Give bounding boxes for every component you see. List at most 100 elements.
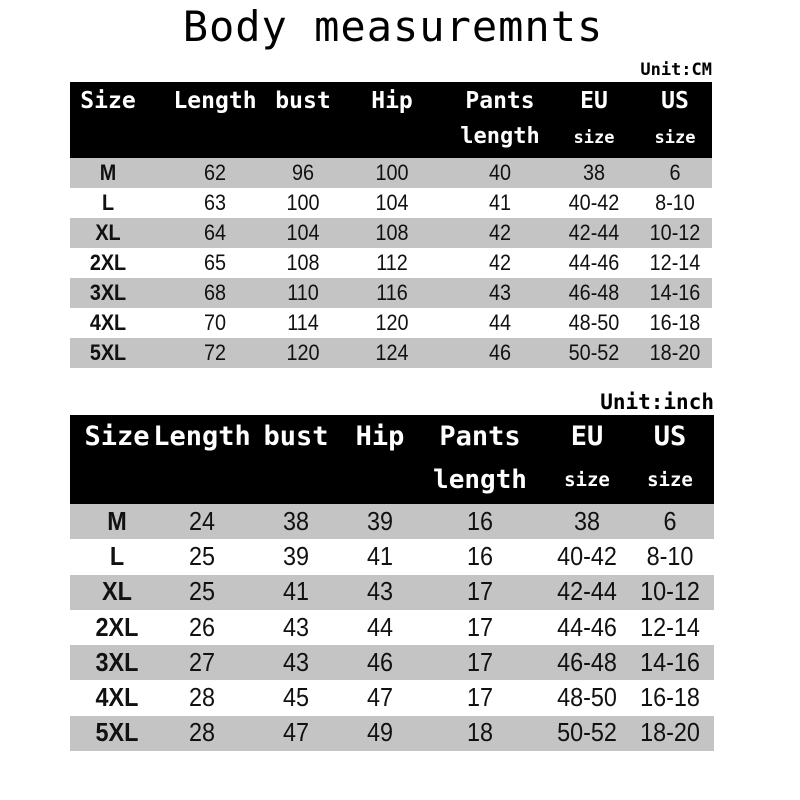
column-header: Length bbox=[173, 88, 257, 114]
value-cell: 112 bbox=[376, 250, 408, 276]
table-row: 3XL 27 43 46 17 46-48 14-16 bbox=[70, 645, 714, 681]
value-cell: 100 bbox=[286, 190, 320, 216]
value-cell: 17 bbox=[466, 576, 494, 607]
value-cell: 8-10 bbox=[655, 190, 695, 216]
size-table-cm: Size Length bust Hip Pants length EU size US size… bbox=[70, 82, 712, 368]
table-row: 2XL 26 43 44 17 44-46 12-14 bbox=[70, 610, 714, 645]
value-cell: 68 bbox=[203, 280, 227, 306]
value-cell: 47 bbox=[282, 717, 310, 748]
value-cell: 17 bbox=[466, 682, 494, 713]
value-cell: 62 bbox=[203, 160, 227, 186]
value-cell: 120 bbox=[375, 310, 409, 336]
value-cell: 43 bbox=[488, 280, 512, 306]
value-cell: 43 bbox=[282, 646, 310, 677]
value-cell: 46 bbox=[488, 340, 512, 366]
value-cell: 49 bbox=[366, 717, 394, 748]
column-header: Length bbox=[153, 421, 251, 452]
value-cell: 40-42 bbox=[557, 540, 617, 571]
value-cell: 28 bbox=[188, 682, 216, 713]
value-cell: 120 bbox=[286, 340, 320, 366]
value-cell: 25 bbox=[188, 540, 216, 571]
size-table-inch: Size Length bust Hip Pants length EU size US size… bbox=[70, 415, 714, 752]
value-cell: 110 bbox=[287, 280, 319, 306]
value-cell: 64 bbox=[203, 220, 227, 246]
column-header: EU bbox=[570, 421, 604, 452]
value-cell: 42 bbox=[488, 220, 512, 246]
column-header-subtitle: size bbox=[654, 128, 696, 148]
value-cell: 39 bbox=[282, 540, 310, 571]
value-cell: 50-52 bbox=[568, 340, 620, 366]
table-row: 5XL 72 120 124 46 50-52 18-20 bbox=[70, 338, 712, 368]
column-header: Hip bbox=[371, 88, 413, 114]
size-cell: M bbox=[107, 505, 127, 536]
value-cell: 41 bbox=[366, 540, 394, 571]
value-cell: 12-14 bbox=[640, 611, 700, 642]
value-cell: 45 bbox=[282, 682, 310, 713]
value-cell: 24 bbox=[188, 505, 216, 536]
value-cell: 16 bbox=[466, 505, 494, 536]
value-cell: 10-12 bbox=[649, 220, 701, 246]
value-cell: 104 bbox=[286, 220, 320, 246]
size-cell: 2XL bbox=[89, 250, 127, 276]
value-cell: 44 bbox=[366, 611, 394, 642]
table-row: L 63 100 104 41 40-42 8-10 bbox=[70, 188, 712, 218]
size-cell: L bbox=[101, 190, 115, 216]
table-row: M 24 38 39 16 38 6 bbox=[70, 504, 714, 540]
size-cell: M bbox=[99, 160, 117, 186]
table-row: 5XL 28 47 49 18 50-52 18-20 bbox=[70, 715, 714, 752]
value-cell: 38 bbox=[582, 160, 606, 186]
table-row: 3XL 68 110 116 43 46-48 14-16 bbox=[70, 278, 712, 308]
value-cell: 8-10 bbox=[646, 540, 694, 571]
value-cell: 16-18 bbox=[649, 310, 701, 336]
value-cell: 43 bbox=[366, 576, 394, 607]
value-cell: 44 bbox=[488, 310, 512, 336]
table-row: XL 64 104 108 42 42-44 10-12 bbox=[70, 218, 712, 248]
value-cell: 27 bbox=[188, 646, 216, 677]
column-header-subtitle: length bbox=[460, 124, 540, 149]
column-header: Pants bbox=[439, 421, 521, 452]
value-cell: 14-16 bbox=[649, 280, 701, 306]
value-cell: 63 bbox=[203, 190, 227, 216]
value-cell: 41 bbox=[488, 190, 512, 216]
value-cell: 108 bbox=[286, 250, 320, 276]
value-cell: 44-46 bbox=[568, 250, 620, 276]
value-cell: 116 bbox=[376, 280, 408, 306]
table-row: 2XL 65 108 112 42 44-46 12-14 bbox=[70, 248, 712, 278]
value-cell: 18 bbox=[466, 717, 494, 748]
size-cell: 4XL bbox=[95, 682, 139, 713]
value-cell: 108 bbox=[375, 220, 409, 246]
size-cell: L bbox=[109, 540, 125, 571]
table-row: 4XL 70 114 120 44 48-50 16-18 bbox=[70, 308, 712, 338]
value-cell: 47 bbox=[366, 682, 394, 713]
column-header: Pants bbox=[465, 88, 535, 114]
table-row: M 62 96 100 40 38 6 bbox=[70, 158, 712, 188]
size-cell: 5XL bbox=[95, 717, 139, 748]
value-cell: 50-52 bbox=[557, 717, 617, 748]
size-cell: XL bbox=[102, 576, 132, 607]
size-cell: 2XL bbox=[95, 611, 139, 642]
value-cell: 40-42 bbox=[568, 190, 620, 216]
column-header-subtitle: size bbox=[647, 469, 693, 491]
value-cell: 38 bbox=[573, 505, 601, 536]
value-cell: 40 bbox=[488, 160, 512, 186]
value-cell: 28 bbox=[188, 717, 216, 748]
table-row: XL 25 41 43 17 42-44 10-12 bbox=[70, 574, 714, 610]
value-cell: 12-14 bbox=[649, 250, 701, 276]
unit-label: Unit:inch bbox=[600, 390, 714, 414]
value-cell: 38 bbox=[282, 505, 310, 536]
column-header: US bbox=[661, 88, 689, 114]
value-cell: 14-16 bbox=[640, 646, 700, 677]
column-header-subtitle: size bbox=[573, 128, 615, 148]
column-header: Size bbox=[84, 421, 150, 452]
value-cell: 18-20 bbox=[649, 340, 701, 366]
value-cell: 42 bbox=[488, 250, 512, 276]
value-cell: 70 bbox=[203, 310, 227, 336]
value-cell: 39 bbox=[366, 505, 394, 536]
value-cell: 48-50 bbox=[557, 682, 617, 713]
value-cell: 16 bbox=[466, 540, 494, 571]
value-cell: 46 bbox=[366, 646, 394, 677]
value-cell: 25 bbox=[188, 576, 216, 607]
value-cell: 41 bbox=[282, 576, 310, 607]
value-cell: 46-48 bbox=[557, 646, 617, 677]
value-cell: 26 bbox=[188, 611, 216, 642]
